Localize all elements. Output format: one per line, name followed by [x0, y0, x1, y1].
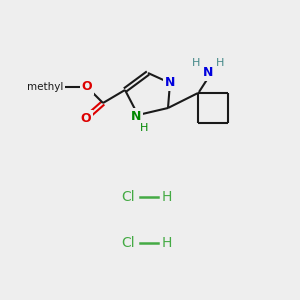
Text: H: H	[162, 236, 172, 250]
Text: N: N	[131, 110, 141, 122]
Text: H: H	[216, 58, 224, 68]
Text: H: H	[140, 123, 148, 133]
Text: Cl: Cl	[121, 236, 135, 250]
Text: methyl: methyl	[27, 82, 63, 92]
Text: N: N	[165, 76, 175, 89]
Text: O: O	[81, 112, 91, 124]
Text: Cl: Cl	[121, 190, 135, 204]
Text: O: O	[82, 80, 92, 94]
Text: H: H	[162, 190, 172, 204]
Text: H: H	[192, 58, 200, 68]
Text: N: N	[203, 67, 213, 80]
